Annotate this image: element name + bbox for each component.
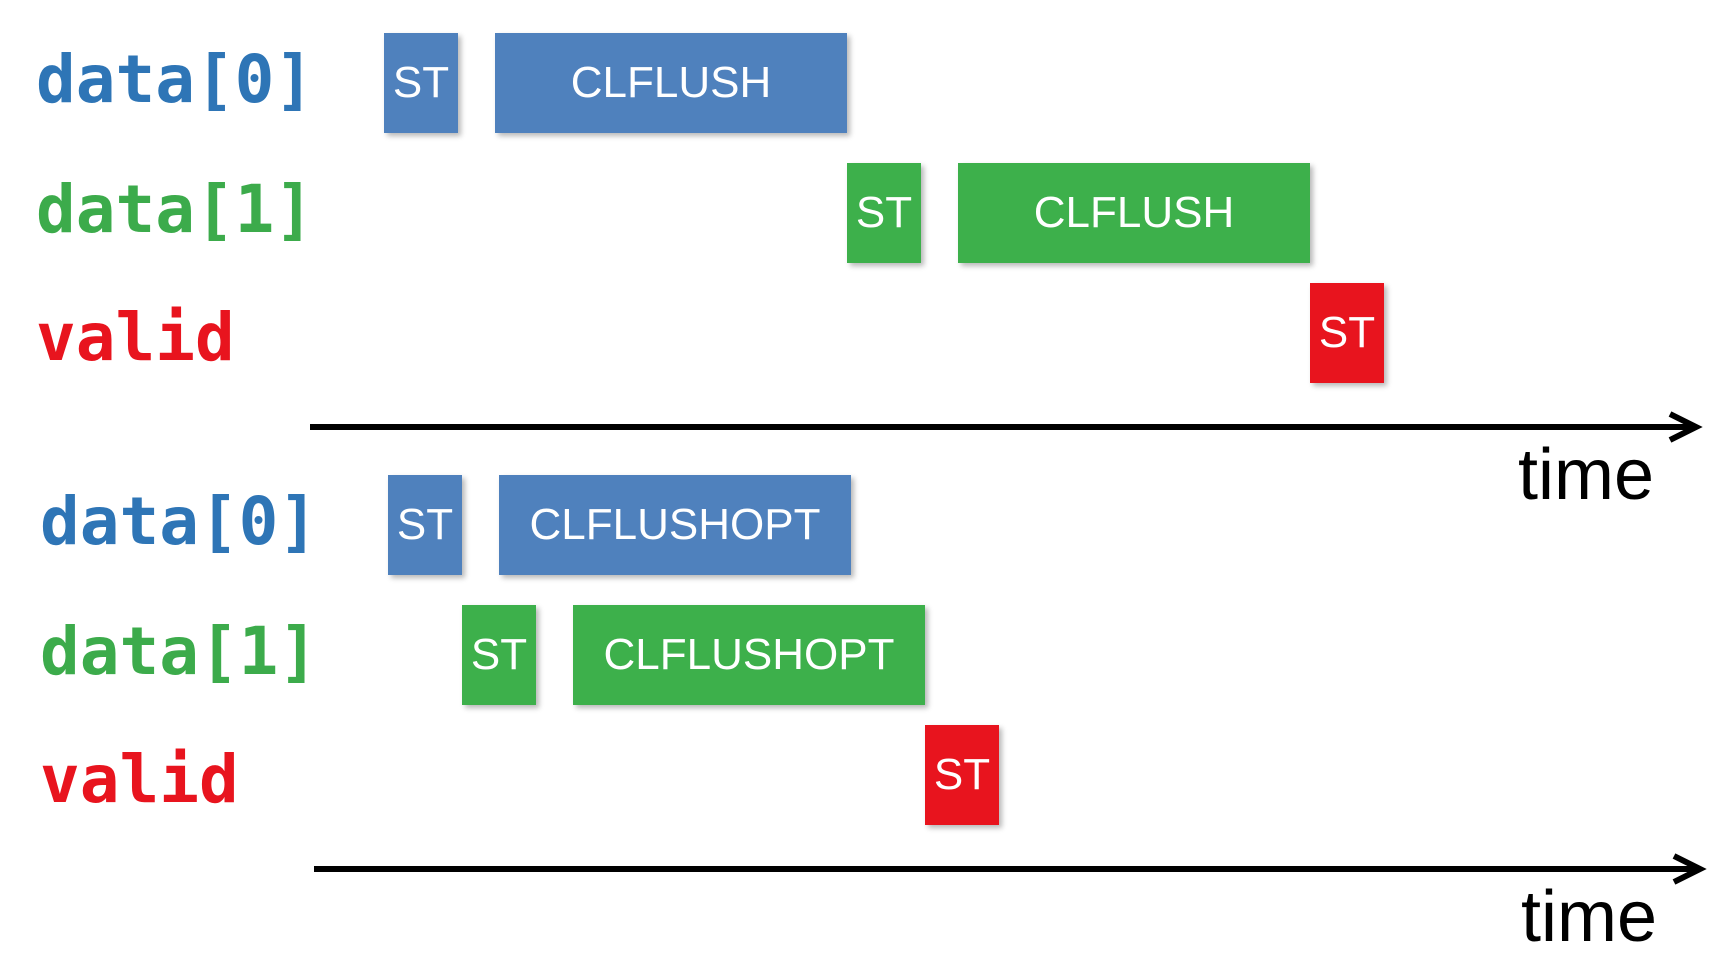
bottom-data0-clflushopt-block: CLFLUSHOPT [499,475,851,575]
top-time-axis-arrow [310,411,1703,443]
top-row-label-valid: valid [36,299,235,376]
bottom-valid-store-block: ST [925,725,999,825]
top-data1-store-block: ST [847,163,921,263]
top-row-label-data1: data[1] [36,171,315,248]
bottom-row-label-data1: data[1] [40,613,319,690]
bottom-row-label-data0: data[0] [40,483,319,560]
top-data1-clflush-block: CLFLUSH [958,163,1310,263]
top-valid-store-block: ST [1310,283,1384,383]
top-row-label-data0: data[0] [36,41,315,118]
top-data0-store-block: ST [384,33,458,133]
bottom-data1-store-block: ST [462,605,536,705]
bottom-data1-clflushopt-block: CLFLUSHOPT [573,605,925,705]
bottom-row-label-valid: valid [40,741,239,818]
bottom-time-axis-label: time [1521,877,1658,957]
bottom-time-axis-arrow [314,853,1707,885]
bottom-data0-store-block: ST [388,475,462,575]
top-time-axis-label: time [1518,435,1655,515]
top-data0-clflush-block: CLFLUSH [495,33,847,133]
